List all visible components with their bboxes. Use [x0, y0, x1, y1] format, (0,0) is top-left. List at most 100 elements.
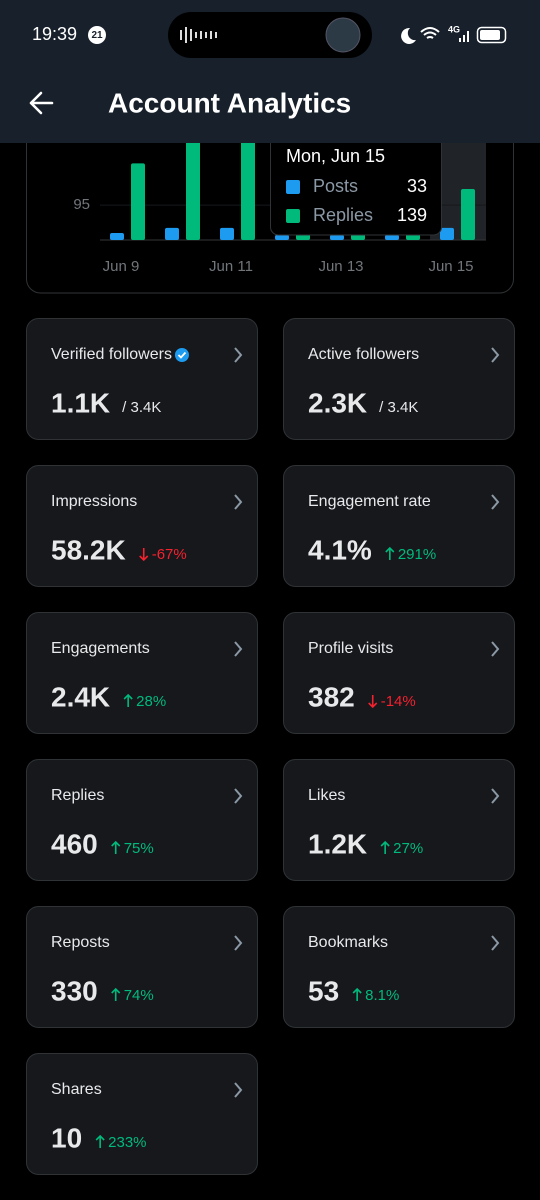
- card-label: Profile visits: [308, 640, 393, 657]
- metric-card[interactable]: Verified followers 1.1K / 3.4K: [26, 318, 258, 440]
- tooltip-value: 139: [397, 205, 427, 225]
- card-value: 2.3K: [308, 387, 367, 418]
- metric-card[interactable]: Engagement rate 4.1% 291%: [283, 465, 515, 587]
- verified-badge: [174, 348, 189, 362]
- card-label: Engagement rate: [308, 493, 431, 510]
- card-frame: [283, 465, 515, 587]
- chevron: [234, 935, 243, 951]
- card-change: -14%: [381, 693, 416, 710]
- card-frame: [26, 465, 258, 587]
- metric-card[interactable]: Active followers 2.3K / 3.4K: [283, 318, 515, 440]
- card-change: -67%: [152, 546, 187, 563]
- metric-card[interactable]: Shares 10 233%: [26, 1053, 258, 1175]
- chevron: [234, 1082, 243, 1098]
- tooltip-series: Replies: [313, 205, 373, 225]
- card-label: Likes: [308, 787, 345, 804]
- card-label: Reposts: [51, 934, 110, 951]
- card-label: Bookmarks: [308, 934, 388, 951]
- audio-wave: [180, 27, 217, 43]
- header: 19:39 21 4G Account Analytics: [0, 0, 540, 143]
- bar: [165, 227, 179, 240]
- bar: [440, 227, 454, 240]
- metric-card[interactable]: Replies 460 75%: [26, 759, 258, 881]
- metric-card[interactable]: Bookmarks 53 8.1%: [283, 906, 515, 1028]
- dynamic-island: [168, 12, 372, 58]
- card-change: 28%: [136, 693, 166, 710]
- metric-card[interactable]: Reposts 330 74%: [26, 906, 258, 1028]
- chevron: [234, 494, 243, 510]
- card-label: Engagements: [51, 640, 150, 657]
- metric-card[interactable]: Engagements 2.4K 28%: [26, 612, 258, 734]
- bar: [110, 233, 124, 240]
- card-frame: [26, 1053, 258, 1175]
- bar: [275, 234, 289, 240]
- metric-card[interactable]: Profile visits 382 -14%: [283, 612, 515, 734]
- card-frame: [26, 906, 258, 1028]
- chevron: [234, 788, 243, 804]
- chevron: [491, 788, 500, 804]
- y-tick-label: 95: [73, 196, 90, 213]
- back-button[interactable]: [29, 91, 54, 115]
- tooltip-swatch: [286, 209, 300, 223]
- avatar: [325, 17, 361, 53]
- card-value: 1.2K: [308, 828, 367, 859]
- moon-icon: [401, 27, 416, 44]
- tooltip-swatch: [286, 180, 300, 194]
- card-total: / 3.4K: [122, 399, 161, 416]
- chevron: [491, 494, 500, 510]
- battery-level: [480, 30, 500, 40]
- card-change: 291%: [398, 546, 436, 563]
- metric-card[interactable]: Likes 1.2K 27%: [283, 759, 515, 881]
- x-tick-label: Jun 9: [103, 258, 140, 275]
- bar: [220, 227, 234, 240]
- trend-arrow: [380, 840, 390, 854]
- bar: [385, 234, 399, 240]
- bar: [330, 234, 344, 240]
- network: 4G: [448, 24, 460, 34]
- x-tick-label: Jun 11: [209, 258, 253, 275]
- tooltip-series: Posts: [313, 176, 358, 196]
- card-total: / 3.4K: [379, 399, 418, 416]
- card-value: 1.1K: [51, 387, 110, 418]
- bar: [461, 189, 475, 240]
- card-frame: [26, 318, 258, 440]
- metric-card[interactable]: Impressions 58.2K -67%: [26, 465, 258, 587]
- card-label: Shares: [51, 1081, 102, 1098]
- verified-check: [177, 351, 187, 359]
- card-value: 460: [51, 828, 98, 859]
- badge: [88, 26, 106, 44]
- badge-count: 21: [91, 30, 103, 41]
- x-tick-label: Jun 15: [428, 258, 473, 275]
- card-label: Replies: [51, 787, 104, 804]
- card-change: 233%: [108, 1134, 146, 1151]
- card-change: 27%: [393, 840, 423, 857]
- card-change: 75%: [124, 840, 154, 857]
- page-title: Account Analytics: [108, 87, 351, 118]
- bar: [186, 130, 200, 240]
- card-label: Impressions: [51, 493, 137, 510]
- trend-arrow: [352, 987, 362, 1001]
- bar: [241, 130, 255, 240]
- x-tick-label: Jun 13: [318, 258, 363, 275]
- trend-arrow: [139, 548, 149, 562]
- tooltip-title: Mon, Jun 15: [286, 146, 385, 166]
- card-frame: [283, 612, 515, 734]
- card-label: Active followers: [308, 346, 419, 363]
- card-frame: [283, 318, 515, 440]
- card-value: 330: [51, 975, 98, 1006]
- card-value: 382: [308, 681, 355, 712]
- battery: [476, 26, 507, 44]
- card-value: 4.1%: [308, 534, 372, 565]
- trend-arrow: [368, 695, 378, 709]
- bar: [131, 163, 145, 240]
- clock: 19:39: [32, 24, 77, 44]
- card-change: 8.1%: [365, 987, 399, 1004]
- card-frame: [283, 906, 515, 1028]
- wifi-icon: [420, 27, 440, 39]
- card-frame: [283, 759, 515, 881]
- chevron: [234, 641, 243, 657]
- trend-arrow: [95, 1134, 105, 1148]
